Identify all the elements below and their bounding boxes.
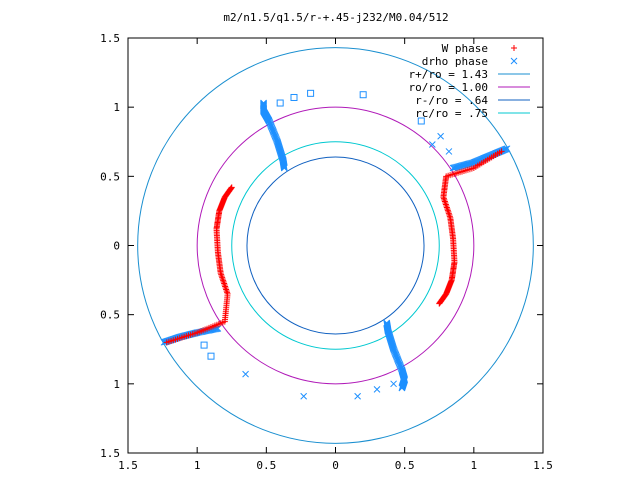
legend-label-5: rc/ro = .75 [415,107,488,120]
drho-square-2 [307,89,315,97]
data-series [160,89,511,400]
chart-title: m2/n1.5/q1.5/r-+.45-j232/M0.04/512 [223,11,448,24]
circle-2 [246,156,425,335]
legend-label-0: W phase [442,42,488,55]
w-point-0-126 [163,339,170,346]
circle-1 [196,106,475,385]
reference-circles [137,47,534,444]
y-tick-label-2: 0.5 [100,170,120,183]
x-tick-label-2: 0.5 [256,459,276,472]
drho-point-0-90 [260,99,267,107]
drho-cross-4 [300,392,308,400]
legend-label-2: r+/ro = 1.43 [409,68,488,81]
x-tick-label-4: 0.5 [395,459,415,472]
drho-square-5 [200,341,208,349]
y-tick-label-5: 1 [113,378,120,391]
drho-cross-7 [390,380,397,388]
drho-square-3 [359,91,367,99]
y-tick-label-3: 0 [113,240,120,253]
drho-cross-1 [428,141,436,148]
w-point-1-126 [498,148,505,155]
drho-square-6 [207,352,215,360]
x-tick-label-6: 1.5 [533,459,553,472]
drho-cross-0 [437,132,444,140]
y-tick-label-4: 0.5 [100,309,120,322]
legend-label-1: drho phase [422,55,488,68]
legend-swatch-0 [511,45,517,51]
x-tick-label-1: 1 [194,459,201,472]
drho-square-4 [417,117,425,125]
x-tick-label-0: 1.5 [118,459,138,472]
legend-label-3: ro/ro = 1.00 [409,81,488,94]
drho-cross-5 [354,392,361,400]
circle-3 [231,141,440,350]
y-tick-label-6: 1.5 [100,447,120,460]
drho-point-1-90 [398,384,406,392]
drho-square-0 [276,99,284,107]
legend-label-4: r-/ro = .64 [415,94,488,107]
drho-cross-3 [242,370,249,378]
x-tick-label-5: 1 [471,459,478,472]
y-tick-label-0: 1.5 [100,32,120,45]
x-tick-label-3: 0 [332,459,339,472]
y-tick-label-1: 1 [113,101,120,114]
drho-cross-6 [373,386,381,393]
drho-square-1 [290,93,298,101]
axes: 1.5 1 0.5 0 0.5 1 1.51.510.500.511.5 [100,32,553,472]
legend-swatch-1 [510,57,518,65]
drho-cross-2 [445,148,453,155]
drho-point-3-54 [503,145,511,153]
circle-0 [137,47,534,444]
